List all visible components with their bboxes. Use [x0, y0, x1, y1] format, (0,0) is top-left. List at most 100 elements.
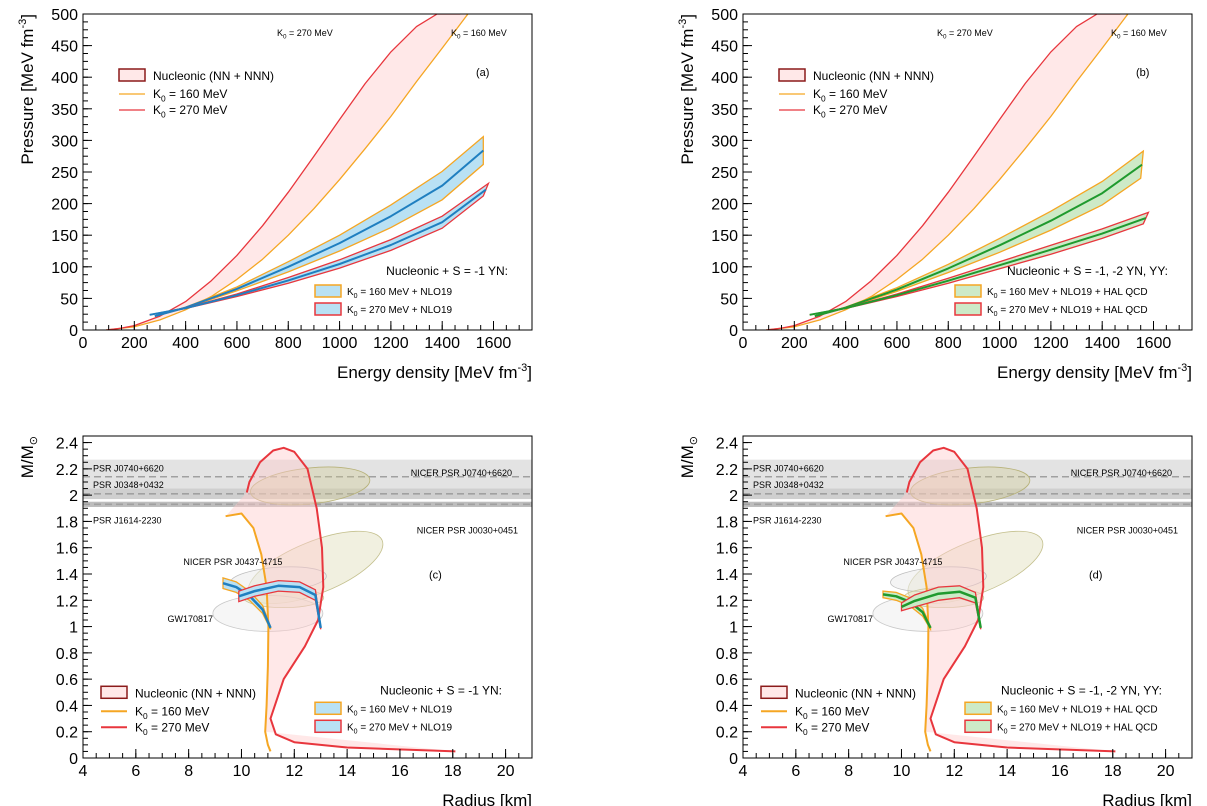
- y-tick-label: 50: [60, 291, 78, 308]
- x-tick-label: 1400: [424, 335, 460, 352]
- y-tick-label: 2.4: [56, 436, 78, 453]
- label-nicer-j0437: NICER PSR J0437-4715: [843, 557, 942, 567]
- x-tick-label: 14: [998, 763, 1016, 780]
- y-tick-label: 250: [711, 165, 738, 182]
- legend-k270: K0 = 270 MeV: [795, 720, 869, 737]
- legend-hyp-k160: K0 = 160 MeV + NLO19: [347, 704, 453, 717]
- legend-hyperon-title: Nucleonic + S = -1 YN:: [386, 264, 508, 278]
- y-tick-label: 200: [711, 197, 738, 214]
- y-tick-label: 1.6: [716, 541, 738, 558]
- y-tick-label: 1.8: [716, 514, 738, 531]
- hyperon-center-k270: [238, 584, 322, 629]
- x-tick-label: 1200: [1033, 335, 1069, 352]
- k160-curve: [766, 14, 1129, 330]
- x-tick-label: 400: [172, 335, 199, 352]
- legend-nucleonic: Nucleonic (NN + NNN): [135, 686, 256, 700]
- y-tick-label: 0: [729, 751, 738, 768]
- x-tick-label: 10: [233, 763, 251, 780]
- hyperon-center-k160: [814, 163, 1143, 318]
- label-gw170817: GW170817: [828, 614, 874, 624]
- y-axis-title: M/M⊙: [678, 436, 700, 478]
- y-tick-label: 0: [69, 751, 78, 768]
- legend-swatch-nucleonic: [100, 685, 128, 700]
- y-axis-title: M/M⊙: [18, 436, 40, 478]
- y-tick-label: 0.6: [716, 672, 738, 689]
- legend-nucleonic: Nucleonic (NN + NNN): [813, 69, 934, 83]
- y-tick-label: 300: [51, 133, 78, 150]
- legend-hyp-k270: K0 = 270 MeV + NLO19: [347, 305, 453, 318]
- label-gw170817: GW170817: [168, 614, 214, 624]
- legend-swatch-hyp-k160: [314, 701, 342, 716]
- y-tick-label: 350: [51, 102, 78, 119]
- legend-hyperon-title: Nucleonic + S = -1, -2 YN, YY:: [1001, 683, 1162, 697]
- x-tick-label: 4: [79, 763, 88, 780]
- legend-k160: K0 = 160 MeV: [795, 704, 869, 721]
- hyperon-center-k270: [900, 590, 982, 629]
- curve-label-k160: K0 = 160 MeV: [1111, 28, 1167, 41]
- x-tick-label: 0: [739, 335, 748, 352]
- hyperon-band-k270: [149, 181, 490, 316]
- x-axis-title: Energy density [MeV fm-3]: [997, 362, 1192, 382]
- y-tick-label: 350: [711, 102, 738, 119]
- legend-swatch-hyp-k270: [314, 302, 342, 316]
- legend-hyp-k270: K0 = 270 MeV + NLO19 + HAL QCD: [997, 722, 1158, 735]
- x-tick-label: 12: [285, 763, 303, 780]
- x-axis-title: Energy density [MeV fm-3]: [337, 362, 532, 382]
- x-tick-label: 10: [893, 763, 911, 780]
- y-tick-label: 100: [711, 260, 738, 277]
- y-tick-label: 1.4: [716, 567, 738, 584]
- y-tick-label: 2.2: [56, 462, 78, 479]
- x-tick-label: 200: [121, 335, 148, 352]
- x-tick-label: 20: [1157, 763, 1175, 780]
- k270-curve: [245, 446, 456, 753]
- y-tick-label: 500: [51, 7, 78, 24]
- label-j1614: PSR J1614-2230: [93, 515, 162, 525]
- y-tick-label: 1: [69, 620, 78, 637]
- y-tick-label: 1.2: [56, 593, 78, 610]
- label-j1614: PSR J1614-2230: [753, 515, 822, 525]
- legend-hyp-k160: K0 = 160 MeV + NLO19 + HAL QCD: [987, 287, 1148, 300]
- label-nicer-j0030: NICER PSR J0030+0451: [417, 525, 518, 535]
- nucleonic-band: [106, 14, 468, 330]
- panel-a: 0 200 400 600 800 1000 1200 1400 1600 0 50 100 150 20…: [17, 7, 533, 382]
- y-tick-label: 450: [51, 39, 78, 56]
- y-axis-title: Pressure [MeV fm-3]: [17, 14, 37, 165]
- legend-k270: K0 = 270 MeV: [153, 103, 227, 120]
- panel-d: 4 6 8 10 12 14 16 18 20 0 0.2 0.4 0.6 0.8 1 1.2 1.4 1.6 1.…: [678, 435, 1193, 806]
- y-tick-label: 300: [711, 133, 738, 150]
- panel-label: (c): [429, 569, 442, 581]
- k160-curve: [225, 512, 272, 752]
- legend-swatch-hyp-k270: [954, 302, 982, 316]
- x-tick-label: 16: [391, 763, 409, 780]
- label-nicer-j0740: NICER PSR J0740+6620: [411, 468, 512, 478]
- legend-hyp-k160: K0 = 160 MeV + NLO19 + HAL QCD: [997, 704, 1158, 717]
- y-tick-label: 400: [51, 70, 78, 87]
- curve-label-k270: K0 = 270 MeV: [937, 28, 993, 41]
- label-j0740: PSR J0740+6620: [93, 464, 164, 474]
- x-tick-label: 1200: [373, 335, 409, 352]
- plot-area: [743, 446, 1192, 753]
- x-tick-label: 6: [131, 763, 140, 780]
- nicer-j0740-region: [910, 466, 1031, 506]
- legend-swatch-hyp-k160: [314, 284, 342, 298]
- y-tick-label: 2: [729, 488, 738, 505]
- y-tick-label: 0.2: [56, 725, 78, 742]
- k270-curve: [905, 446, 1116, 753]
- legend-k270: K0 = 270 MeV: [135, 720, 209, 737]
- k270-curve: [766, 14, 1121, 330]
- x-tick-label: 1400: [1084, 335, 1120, 352]
- y-tick-label: 1.2: [716, 593, 738, 610]
- y-tick-label: 150: [711, 228, 738, 245]
- legend-hyperon-title: Nucleonic + S = -1 YN:: [380, 683, 502, 697]
- x-tick-label: 4: [739, 763, 748, 780]
- label-nicer-j0740: NICER PSR J0740+6620: [1071, 468, 1172, 478]
- y-tick-label: 0.8: [716, 646, 738, 663]
- hyperon-band-k270: [809, 211, 1150, 316]
- y-tick-label: 1.8: [56, 514, 78, 531]
- hyperon-center-k270: [809, 217, 1147, 316]
- x-tick-label: 6: [791, 763, 800, 780]
- x-tick-label: 18: [444, 763, 462, 780]
- y-tick-label: 0.4: [56, 698, 78, 715]
- x-tick-label: 0: [79, 335, 88, 352]
- y-tick-label: 100: [51, 260, 78, 277]
